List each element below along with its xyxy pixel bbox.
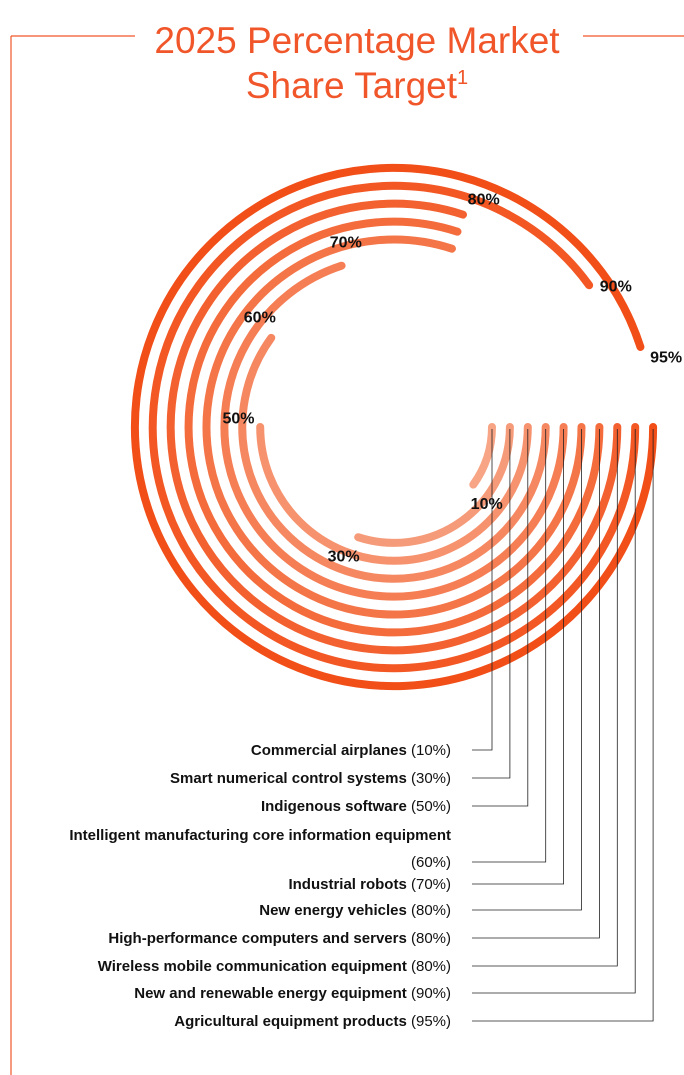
legend-entry: New energy vehicles (80%) [259,902,451,919]
leader-line [472,429,600,939]
legend-value: (80%) [411,930,451,947]
ring-arc [166,199,622,655]
ring-arc [238,333,550,583]
legend-value: (90%) [411,985,451,1002]
legend-entry: Industrial robots (70%) [288,876,451,893]
legend-entry: Indigenous software (50%) [261,798,451,815]
legend-category: Commercial airplanes [251,742,411,759]
ring-arc [202,235,586,619]
arc-value-label: 80% [468,192,500,209]
legend-entry: (60%) [411,854,451,871]
title-footnote-marker: 1 [457,67,468,89]
leader-line [472,429,636,994]
arc-labels-group: 10% 30% 50% 60% 70% 80% 90% 95% [222,192,682,566]
legend-entry: Smart numerical control systems (30%) [170,770,451,787]
arc-value-label: 70% [330,235,362,252]
ring-arc [130,163,658,691]
leader-line [472,429,493,751]
leader-line [472,429,582,911]
arc-value-label: 60% [244,310,276,327]
leader-line [472,429,529,807]
chart-title-line-2-text: Share Target [246,65,458,106]
leader-line [472,429,564,885]
legend-value: (30%) [411,770,451,787]
leader-line [472,429,511,779]
legend-category: Wireless mobile communication equipment [98,958,411,975]
legend-category-line-1: Intelligent manufacturing core informati… [69,827,451,844]
chart-title-line-1: 2025 Percentage Market [154,20,560,61]
ring-arc [148,181,640,673]
legend-value: (70%) [411,876,451,893]
ring-arc [184,217,604,637]
legend-value: (80%) [411,902,451,919]
leader-line [472,429,547,863]
legend-value: (80%) [411,958,451,975]
legend-category: New energy vehicles [259,902,411,919]
legend-category: Agricultural equipment products [174,1013,411,1030]
legend-entry: New and renewable energy equipment (90%) [134,985,451,1002]
legend-value: (95%) [411,1013,451,1030]
ring-arc [354,423,514,547]
frame [10,35,684,1075]
arc-value-label: 90% [600,278,632,295]
legend-category: Smart numerical control systems [170,770,411,787]
chart-title-line-2: Share Target1 [246,65,468,106]
legend-category: Industrial robots [288,876,411,893]
legend-value: (60%) [411,854,451,871]
arc-value-label: 10% [471,496,503,513]
legend-entry: Agricultural equipment products (95%) [174,1013,451,1030]
leader-line [472,429,654,1022]
arc-value-label: 50% [222,411,254,428]
legend-category: New and renewable energy equipment [134,985,411,1002]
leader-lines-group [472,429,654,1022]
arc-value-label: 30% [328,548,360,565]
ring-arc [469,423,496,489]
legend-entry: High-performance computers and servers (… [108,930,451,947]
rings-group [130,163,658,691]
legend-group: Commercial airplanes (10%)Smart numerica… [69,742,451,1030]
leader-line [472,429,618,967]
legend-value: (50%) [411,798,451,815]
legend-entry: Commercial airplanes (10%) [251,742,451,759]
legend-category: Indigenous software [261,798,411,815]
legend-category: High-performance computers and servers [108,930,411,947]
ring-arc [256,423,532,565]
arc-value-label: 95% [650,349,682,366]
legend-entry: Wireless mobile communication equipment … [98,958,451,975]
ring-arc [220,261,568,601]
legend-value: (10%) [411,742,451,759]
